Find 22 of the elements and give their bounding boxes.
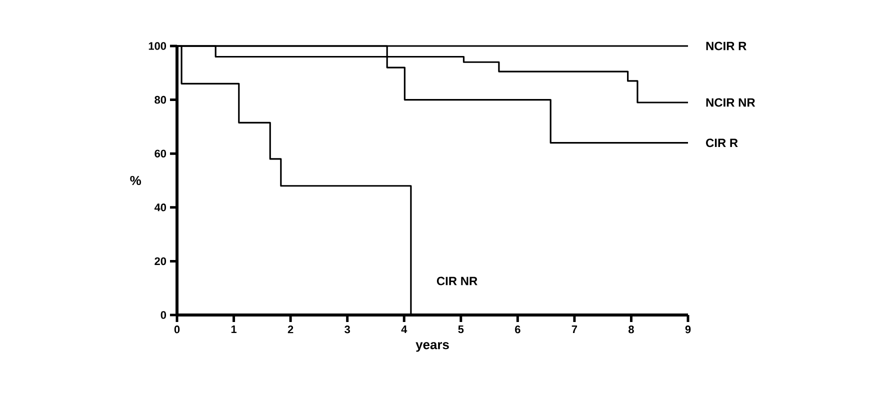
- x-axis-title: years: [416, 342, 449, 352]
- y-tick-label: 100: [148, 42, 166, 50]
- x-tick-label: 7: [572, 326, 578, 334]
- x-tick-label: 1: [231, 326, 237, 334]
- x-tick-label: 8: [628, 326, 634, 334]
- x-tick-label: 9: [685, 326, 691, 334]
- y-axis-title: %: [130, 176, 142, 186]
- y-tick-label: 60: [154, 150, 166, 158]
- y-tick-label: 0: [160, 311, 166, 319]
- x-tick-label: 3: [344, 326, 350, 334]
- x-tick-label: 0: [174, 326, 180, 334]
- series-label: CIR R: [706, 138, 738, 148]
- series-label: NCIR NR: [706, 98, 756, 107]
- x-tick-label: 2: [288, 326, 294, 334]
- x-tick-label: 4: [401, 326, 408, 334]
- x-tick-label: 6: [515, 326, 520, 334]
- y-tick-label: 40: [154, 204, 166, 212]
- series-label: NCIR R: [706, 42, 746, 50]
- x-tick-label: 5: [458, 326, 464, 334]
- text: CIR NR: [436, 276, 478, 286]
- y-tick-label: 20: [154, 257, 166, 266]
- y-tick-label: 80: [154, 96, 166, 104]
